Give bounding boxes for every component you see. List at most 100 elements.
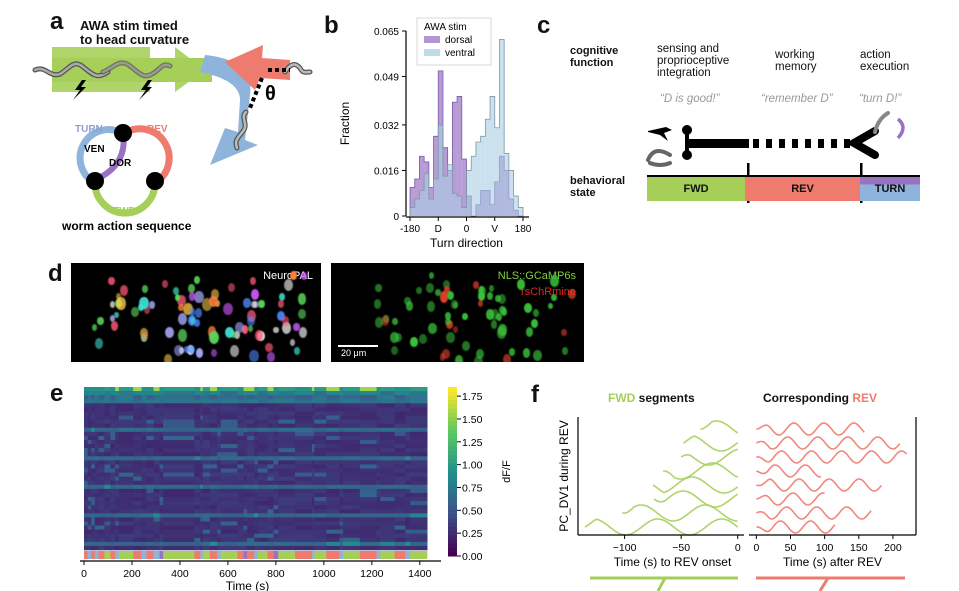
- heatmap-cell: [359, 484, 378, 490]
- heatmap-cell: [359, 464, 378, 469]
- heatmap-cell: [159, 476, 164, 482]
- heatmap-cell: [133, 497, 143, 502]
- heatmap-cell: [141, 464, 147, 469]
- heatmap-cell: [104, 456, 111, 461]
- heatmap-cell: [159, 419, 164, 424]
- heatmap-cell: [410, 468, 428, 473]
- heatmap-cell: [141, 460, 147, 465]
- heatmap-cell: [133, 387, 143, 392]
- heatmap-cell: [278, 501, 296, 506]
- heatmap-cell: [194, 501, 201, 506]
- heatmap-cell: [141, 541, 147, 547]
- hist-xtick-label: D: [435, 224, 442, 235]
- heatmap-cell: [209, 537, 218, 543]
- heatmap-cell: [146, 509, 155, 514]
- heatmap-cell: [405, 517, 411, 522]
- heatmap-cell: [278, 387, 296, 392]
- heatmap-cell: [278, 456, 296, 461]
- cycle-rev-label: REV: [147, 124, 168, 135]
- heatmap-cell: [254, 464, 259, 469]
- hist-xtick-label: -180: [400, 224, 420, 235]
- heatmap-cell: [200, 411, 204, 416]
- heatmap-cell: [247, 464, 255, 469]
- heatmap-cell: [380, 407, 396, 412]
- heatmap-cell: [314, 541, 327, 547]
- heatmap-cell: [133, 444, 143, 449]
- heatmap-cell: [110, 407, 116, 412]
- colorbar-segment: [448, 425, 457, 430]
- heatmap-cell: [118, 399, 134, 404]
- neuron-dot: [141, 285, 148, 293]
- heatmap-cell: [163, 444, 195, 449]
- heatmap-cell: [194, 509, 201, 514]
- fwd-trace-8: [584, 518, 739, 536]
- heatmap-cell: [115, 456, 120, 461]
- heatmap-cell: [247, 391, 255, 396]
- heatmap-cell: [257, 488, 268, 494]
- heatmap-cell: [220, 505, 239, 510]
- heatmap-cell: [326, 541, 340, 547]
- behavior-rev: [98, 551, 105, 559]
- hist-bar-ventral-5: [433, 179, 439, 216]
- heatmap-cell: [380, 497, 396, 502]
- heatmap-cell: [339, 403, 344, 408]
- heatmap-cell: [254, 468, 259, 473]
- heatmap-cell: [159, 505, 164, 510]
- heatmap-cell: [98, 537, 105, 543]
- lightning-icon-3: [648, 127, 672, 141]
- quote-action: “turn D!”: [859, 93, 902, 105]
- heatmap-cell: [314, 537, 327, 543]
- heatmap-cell: [326, 407, 340, 412]
- heatmap-cell: [141, 505, 147, 510]
- heatmap-cell: [84, 476, 89, 482]
- heatmap-cell: [254, 545, 259, 551]
- neuron-dot: [502, 353, 511, 362]
- cycle-dor-label: DOR: [109, 158, 132, 169]
- heatmap-cell: [220, 545, 239, 551]
- heatmap-cell: [87, 529, 92, 534]
- heatmap-cell: [202, 517, 211, 522]
- heatmap-cell: [202, 533, 211, 539]
- heatmap-cell: [84, 435, 89, 441]
- heatmap-cell: [110, 509, 116, 514]
- panel-label-c: c: [537, 12, 551, 39]
- heatmap-cell: [273, 492, 279, 498]
- heatmap-cell: [133, 456, 143, 461]
- heatmap-cell: [141, 501, 147, 506]
- heatmap-cell: [200, 423, 204, 429]
- heatmap-cell: [94, 419, 99, 424]
- chrmine-label: rsChRmine: [520, 286, 576, 298]
- heatmap-cell: [343, 492, 361, 498]
- heatmap-cell: [194, 456, 201, 461]
- heatmap-cell: [194, 423, 201, 429]
- rev-trace-8: [756, 520, 836, 534]
- heatmap-cell: [257, 448, 268, 453]
- heatmap-cell: [278, 460, 296, 465]
- heatmap-cell: [278, 509, 296, 514]
- heatmap-cell: [343, 411, 361, 416]
- heatmap-cell: [359, 435, 378, 441]
- heatmap-cell: [202, 435, 211, 441]
- colorbar-segment: [448, 547, 457, 553]
- heatmap-cell: [200, 525, 204, 530]
- heatmap-cell: [202, 521, 211, 526]
- heatmap-cell: [146, 476, 155, 482]
- heatmap-cell: [98, 460, 105, 465]
- heatmap-cell: [200, 484, 204, 490]
- colorbar-segment: [448, 501, 457, 506]
- heatmap-cell: [98, 545, 105, 551]
- heatmap-cell: [273, 501, 279, 506]
- heatmap-cell: [376, 492, 381, 498]
- heatmap-cell: [94, 439, 99, 445]
- heatmap-cell: [209, 541, 218, 547]
- heatmap-cell: [98, 391, 105, 396]
- heatmap-cell: [91, 501, 96, 506]
- heatmap-cell: [257, 391, 268, 396]
- heatmap-cell: [194, 435, 201, 441]
- heatmap-cell: [410, 460, 428, 465]
- heatmap-cell: [194, 444, 201, 449]
- heatmap-cell: [98, 513, 105, 518]
- heatmap-cell: [394, 403, 406, 408]
- heatmap-cell: [220, 431, 239, 437]
- heatmap-cell: [217, 395, 222, 400]
